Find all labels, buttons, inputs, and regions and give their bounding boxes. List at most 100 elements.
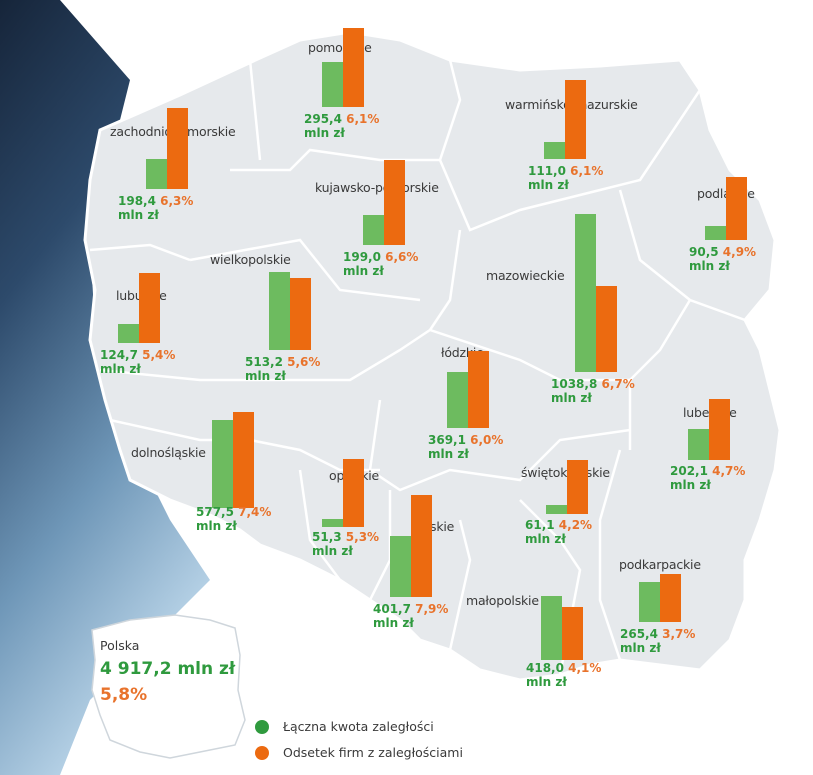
- bar-amount: [212, 420, 233, 508]
- percent-value: 4,1%: [563, 661, 602, 675]
- inset-poland-outline: [91, 614, 246, 759]
- bar-amount: [447, 371, 468, 428]
- bar-percent: [596, 285, 617, 372]
- region-values: 198,4 6,3% mln zł: [118, 194, 193, 222]
- bar-group: [269, 190, 311, 350]
- bar-group: [447, 268, 489, 428]
- bar-group: [546, 354, 588, 514]
- region-name: dolnośląskie: [131, 445, 206, 460]
- amount-value: 401,7: [373, 602, 411, 616]
- region-values: 1038,8 6,7% mln zł: [551, 377, 635, 405]
- bar-percent: [384, 159, 405, 245]
- percent-value: 4,7%: [707, 464, 746, 478]
- total-amount: 4 917,2 mln zł: [100, 659, 236, 679]
- region-values: 51,3 5,3% mln zł: [312, 530, 379, 558]
- percent-value: 7,4%: [233, 505, 272, 519]
- region-values: 418,0 4,1% mln zł: [526, 661, 601, 689]
- amount-value: 90,5: [689, 245, 719, 259]
- bar-amount: [146, 158, 167, 189]
- bar-percent: [343, 28, 364, 107]
- amount-unit: mln zł: [100, 362, 141, 376]
- amount-value: 265,4: [620, 627, 658, 641]
- amount-unit: mln zł: [551, 391, 592, 405]
- bar-percent: [660, 574, 681, 622]
- region-values: 199,0 6,6% mln zł: [343, 250, 418, 278]
- amount-value: 369,1: [428, 433, 466, 447]
- percent-value: 6,3%: [155, 194, 194, 208]
- bar-percent: [139, 273, 160, 343]
- bar-amount: [269, 271, 290, 350]
- bar-percent: [468, 350, 489, 428]
- bar-amount: [544, 142, 565, 159]
- region-values: 90,5 4,9% mln zł: [689, 245, 756, 273]
- legend-label: Odsetek firm z zaległościami: [283, 745, 463, 760]
- bar-percent: [562, 607, 583, 660]
- bar-amount: [363, 214, 384, 245]
- bar-percent: [726, 176, 747, 240]
- amount-unit: mln zł: [312, 544, 353, 558]
- bar-group: [322, 367, 364, 527]
- bar-amount: [546, 504, 567, 514]
- amount-unit: mln zł: [196, 519, 237, 533]
- bar-percent: [567, 459, 588, 514]
- bar-group: [639, 462, 681, 622]
- percent-value: 7,9%: [410, 602, 449, 616]
- bar-percent: [233, 412, 254, 508]
- region-values: 202,1 4,7% mln zł: [670, 464, 745, 492]
- bar-amount: [390, 535, 411, 597]
- amount-unit: mln zł: [118, 208, 159, 222]
- region-name: wielkopolskie: [210, 252, 291, 267]
- amount-unit: mln zł: [373, 616, 414, 630]
- bar-group: [390, 437, 432, 597]
- bar-percent: [343, 458, 364, 527]
- percent-value: 6,7%: [597, 377, 635, 391]
- total-summary: Polska 4 917,2 mln zł 5,8%: [100, 638, 235, 705]
- poland-outline: [83, 30, 782, 682]
- region-values: 124,7 5,4% mln zł: [100, 348, 175, 376]
- legend-label: Łączna kwota zaległości: [283, 719, 434, 734]
- amount-unit: mln zł: [670, 478, 711, 492]
- region-values: 577,5 7,4% mln zł: [196, 505, 271, 533]
- amount-value: 198,4: [118, 194, 156, 208]
- region-name: małopolskie: [466, 593, 539, 608]
- percent-value: 6,6%: [380, 250, 419, 264]
- amount-value: 202,1: [670, 464, 708, 478]
- amount-unit: mln zł: [304, 126, 345, 140]
- bar-group: [541, 500, 583, 660]
- bar-percent: [411, 495, 432, 597]
- percent-value: 6,1%: [565, 164, 604, 178]
- bar-group: [575, 212, 617, 372]
- amount-value: 577,5: [196, 505, 234, 519]
- region-values: 111,0 6,1% mln zł: [528, 164, 603, 192]
- legend-dot-green: [255, 720, 269, 734]
- region-values: 513,2 5,6% mln zł: [245, 355, 320, 383]
- percent-value: 5,4%: [137, 348, 176, 362]
- amount-value: 418,0: [526, 661, 564, 675]
- bar-percent: [709, 399, 730, 460]
- amount-unit: mln zł: [428, 447, 469, 461]
- amount-value: 295,4: [304, 112, 342, 126]
- amount-unit: mln zł: [620, 641, 661, 655]
- amount-value: 124,7: [100, 348, 138, 362]
- percent-value: 5,6%: [282, 355, 321, 369]
- bar-percent: [290, 277, 311, 350]
- bar-amount: [705, 226, 726, 240]
- region-values: 61,1 4,2% mln zł: [525, 518, 592, 546]
- percent-value: 5,3%: [341, 530, 380, 544]
- bar-group: [322, 0, 364, 107]
- bar-group: [544, 0, 586, 159]
- bar-group: [146, 29, 188, 189]
- amount-unit: mln zł: [528, 178, 569, 192]
- region-values: 401,7 7,9% mln zł: [373, 602, 448, 630]
- amount-value: 1038,8: [551, 377, 598, 391]
- amount-unit: mln zł: [526, 675, 567, 689]
- bar-amount: [541, 596, 562, 660]
- percent-value: 6,1%: [341, 112, 380, 126]
- region-name: mazowieckie: [486, 268, 565, 283]
- amount-value: 51,3: [312, 530, 342, 544]
- amount-unit: mln zł: [689, 259, 730, 273]
- percent-value: 4,2%: [554, 518, 593, 532]
- amount-value: 111,0: [528, 164, 566, 178]
